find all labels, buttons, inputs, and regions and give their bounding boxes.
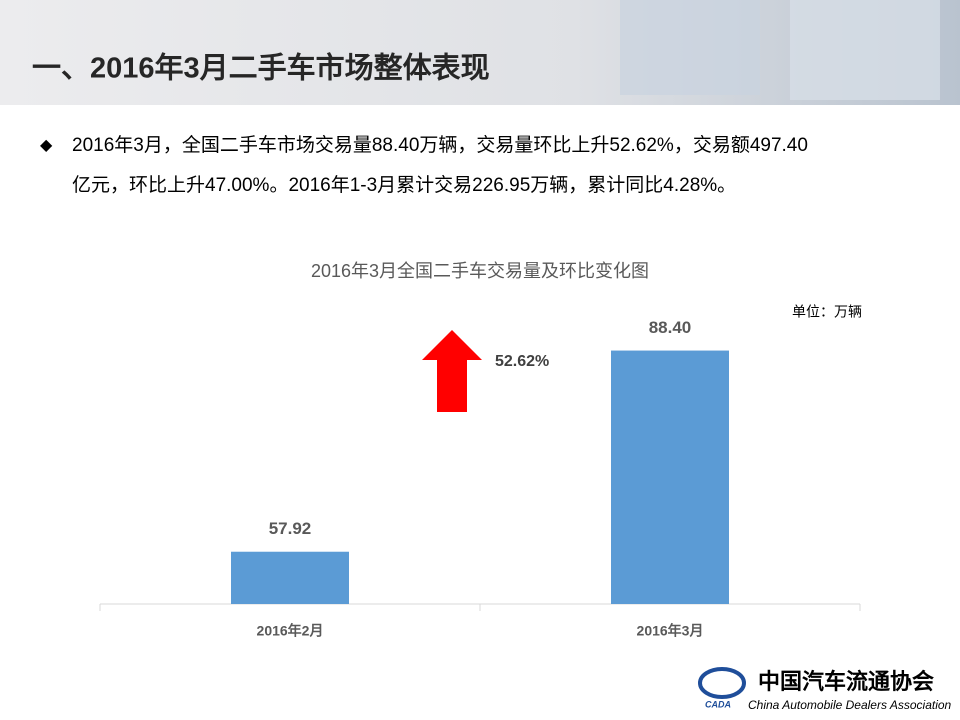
bar	[231, 551, 349, 604]
header-cube	[790, 0, 940, 100]
logo-english: China Automobile Dealers Association	[748, 698, 952, 712]
annotation: 52.62%	[495, 353, 549, 370]
up-arrow	[422, 330, 482, 412]
bar	[611, 350, 729, 604]
logo: CADA 中国汽车流通协会 China Automobile Dealers A…	[698, 667, 952, 712]
logo-ring	[698, 667, 746, 699]
value-label: 57.92	[269, 519, 312, 538]
header-cube	[620, 0, 760, 95]
x-tick-label: 2016年3月	[637, 623, 704, 639]
bullet-text: 亿元，环比上升47.00%。2016年1-3月累计交易226.95万辆，累计同比…	[72, 174, 736, 196]
slide-title: 一、2016年3月二手车市场整体表现	[32, 51, 490, 85]
x-tick-label: 2016年2月	[257, 623, 324, 639]
logo-name: 中国汽车流通协会	[758, 669, 934, 694]
chart-title: 2016年3月全国二手车交易量及环比变化图	[311, 261, 649, 281]
bullet-marker: ◆	[40, 137, 53, 154]
value-label: 88.40	[649, 318, 692, 337]
logo-mark: CADA	[705, 699, 731, 709]
unit-label: 单位：万辆	[792, 304, 862, 320]
bullet-text: 2016年3月，全国二手车市场交易量88.40万辆，交易量环比上升52.62%，…	[72, 134, 808, 156]
